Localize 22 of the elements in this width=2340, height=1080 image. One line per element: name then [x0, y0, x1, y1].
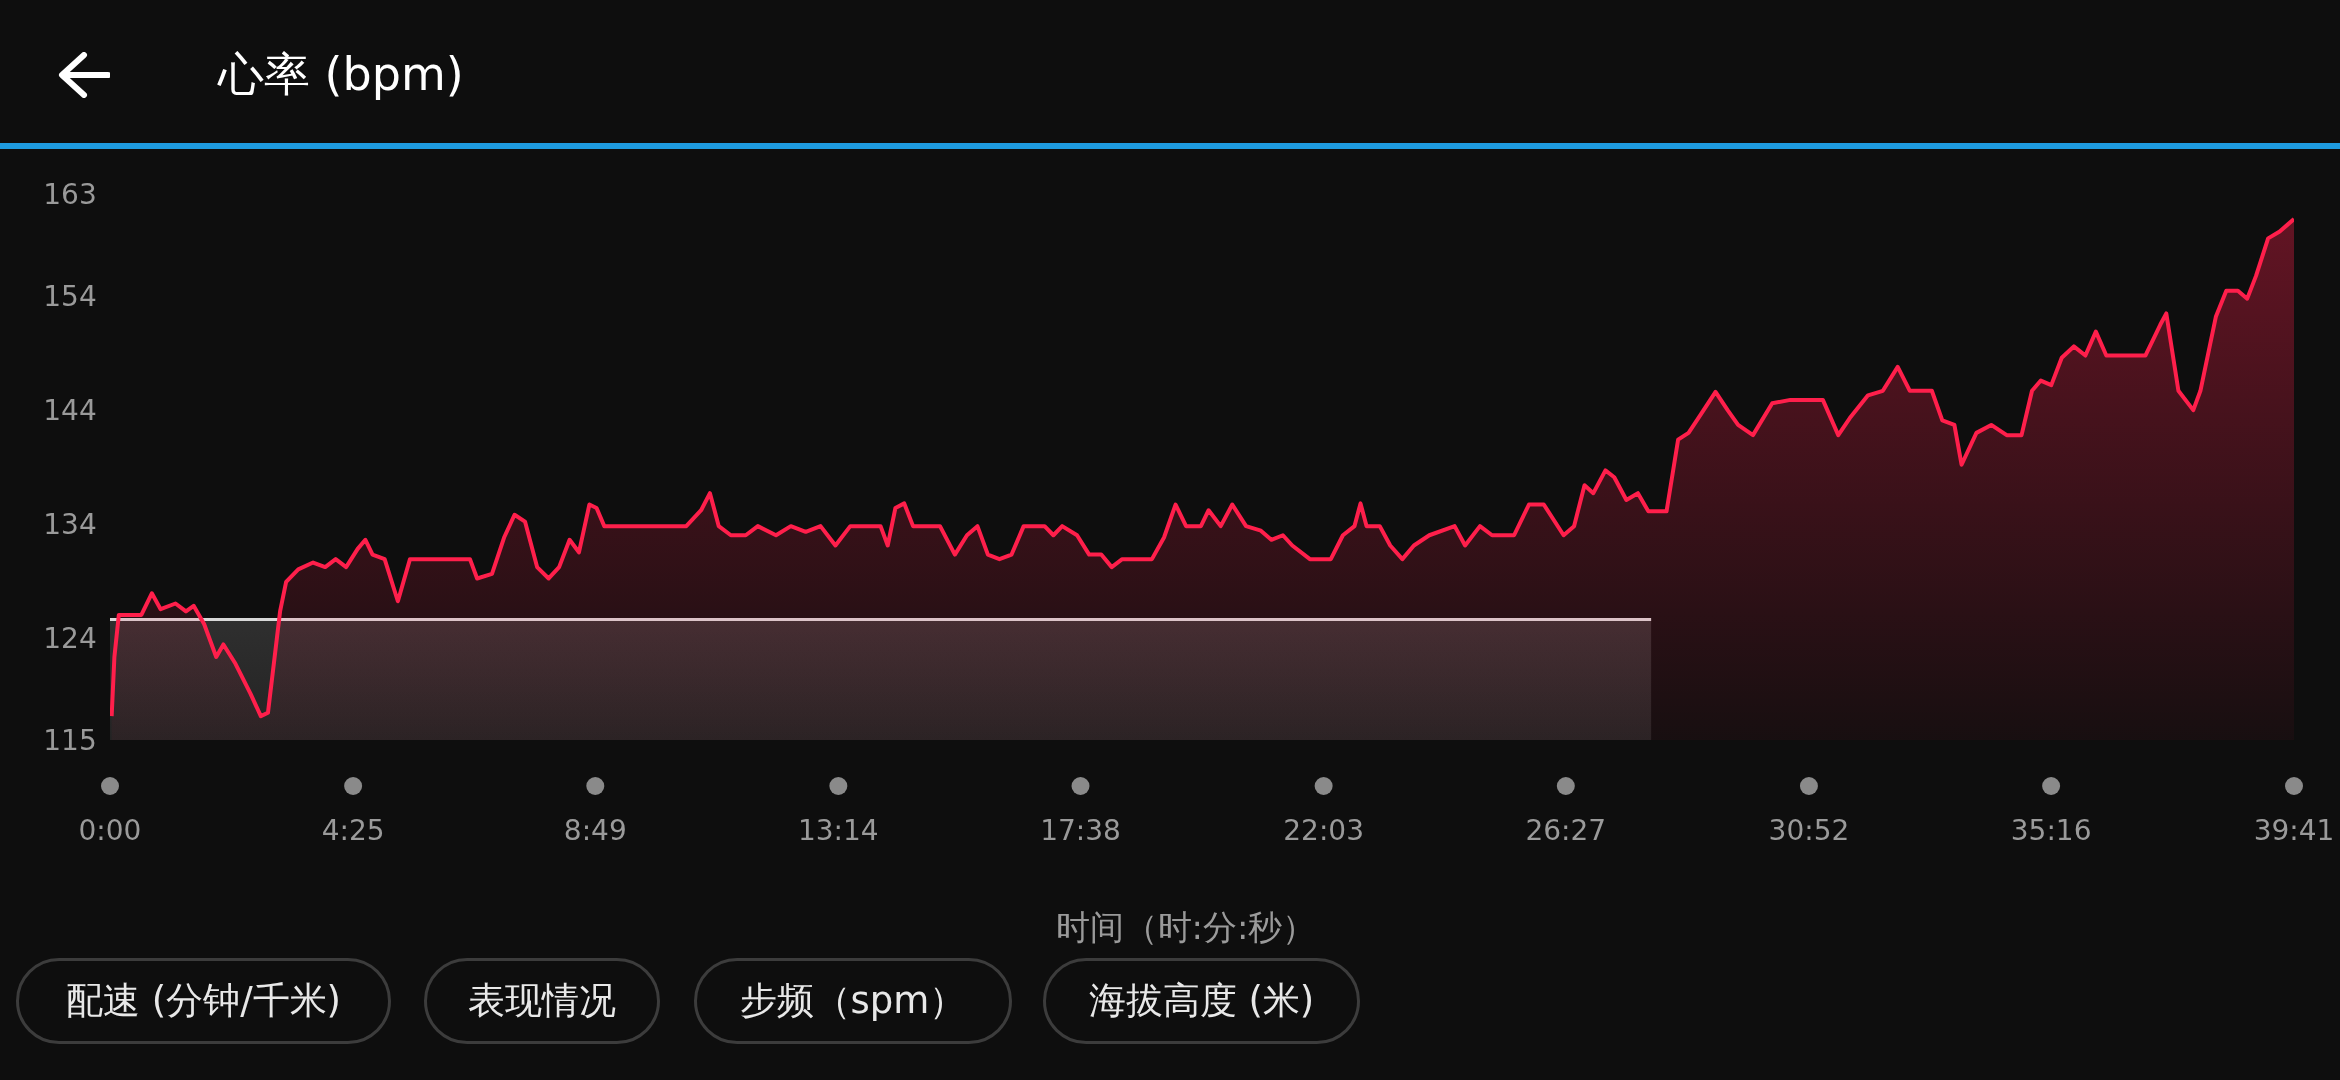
x-tick-label: 26:27	[1525, 814, 1607, 847]
y-tick-label: 144	[43, 394, 97, 428]
text: 海拔高度 (米)	[1043, 958, 1360, 1044]
y-tick-label: 134	[43, 507, 97, 541]
x-axis-title: 时间（时:分:秒）	[1055, 906, 1317, 949]
y-tick-label: 163	[43, 178, 97, 211]
x-tick-label: 35:16	[2010, 814, 2092, 847]
x-tick-label: 17:38	[1040, 814, 1121, 847]
y-tick-label: 115	[43, 724, 97, 757]
x-tick-label: 22:03	[1283, 814, 1364, 847]
x-tick-label: 4:25	[321, 814, 385, 847]
x-tick-label: 30:52	[1768, 814, 1850, 847]
x-tick-label: 8:49	[563, 814, 627, 847]
x-tick-label: 13:14	[798, 814, 879, 847]
y-tick-label: 154	[43, 280, 97, 314]
y-tick-label: 124	[43, 621, 97, 655]
x-tick-label: 39:41	[2253, 814, 2335, 847]
text: 步频（spm）	[694, 958, 1012, 1044]
text: 表现情况	[424, 958, 660, 1044]
text: 配速 (分钟/千米)	[16, 958, 391, 1044]
chart-title: 心率 (bpm)	[218, 46, 464, 103]
x-tick-label: 0:00	[78, 814, 142, 847]
